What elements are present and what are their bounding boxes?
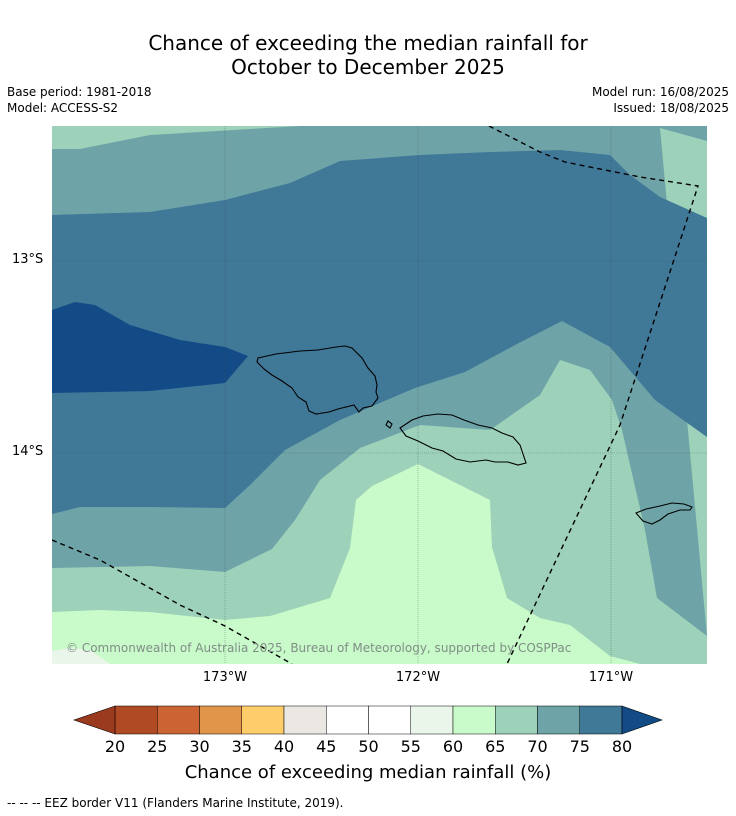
colorbar-tick-label: 60	[442, 737, 464, 756]
savaii-island	[256, 345, 379, 415]
upolu-island	[399, 413, 527, 466]
band-80-plus	[52, 302, 248, 393]
tutuila-island	[635, 502, 693, 525]
model-text: Model: ACCESS-S2	[7, 101, 119, 115]
colorbar-tick-label: 40	[273, 737, 295, 756]
issued-text: Issued: 18/08/2025	[613, 101, 729, 115]
colorbar-tick-label: 30	[189, 737, 210, 756]
colorbar-segment	[579, 705, 623, 735]
colorbar-segment	[114, 705, 158, 735]
base-period-text: Base period: 1981-2018	[7, 85, 152, 99]
colorbar-tick-label: 20	[104, 737, 126, 756]
copyright-notice: © Commonwealth of Australia 2025, Bureau…	[66, 641, 572, 655]
eez-footnote: -- -- -- EEZ border V11 (Flanders Marine…	[7, 796, 344, 810]
colorbar-under-arrow	[73, 705, 116, 735]
meta-left: Base period: 1981-2018 Model: ACCESS-S2	[7, 84, 152, 116]
islands	[256, 345, 693, 525]
band-55-60	[52, 648, 110, 664]
title-line-2: October to December 2025	[231, 55, 505, 79]
colorbar-segment	[368, 705, 411, 735]
lat-label-14s: 14°S	[12, 444, 44, 459]
colorbar-tick-label: 70	[527, 737, 548, 756]
map-title: Chance of exceeding the median rainfall …	[0, 31, 736, 79]
colorbar-tick-label: 80	[611, 737, 633, 756]
colorbar-tick-label: 65	[485, 737, 506, 756]
colorbar-segment	[537, 705, 580, 735]
colorbar-segment	[241, 705, 285, 735]
colorbar-segment	[157, 705, 200, 735]
lon-label-172w: 172°W	[395, 670, 441, 685]
colorbar-segment	[452, 705, 496, 735]
colorbar-segment	[283, 705, 327, 735]
colorbar-tick-label: 50	[358, 737, 379, 756]
colorbar-tick-label: 25	[147, 737, 168, 756]
manono-islet	[385, 420, 393, 429]
band-60-65	[52, 464, 640, 664]
colorbar-segment	[410, 705, 454, 735]
colorbar-tick-label: 35	[231, 737, 252, 756]
colorbar-tick-label: 75	[569, 737, 590, 756]
colorbar-segment	[326, 705, 369, 735]
colorbar-over-arrow	[621, 705, 663, 735]
meta-right: Model run: 16/08/2025 Issued: 18/08/2025	[592, 84, 729, 116]
colorbar-tick-label: 45	[316, 737, 337, 756]
lat-label-13s: 13°S	[12, 252, 44, 267]
graticule	[52, 126, 707, 664]
model-run-text: Model run: 16/08/2025	[591, 85, 729, 99]
lon-label-173w: 173°W	[202, 670, 248, 685]
title-line-1: Chance of exceeding the median rainfall …	[148, 31, 588, 55]
lon-label-171w: 171°W	[588, 670, 634, 685]
colorbar-segment	[199, 705, 242, 735]
colorbar-label: Chance of exceeding median rainfall (%)	[184, 762, 552, 783]
colorbar-tick-label: 55	[400, 737, 421, 756]
colorbar-segment	[495, 705, 538, 735]
eez-border	[52, 126, 699, 664]
band-75-80	[52, 150, 707, 514]
colorbar	[73, 705, 663, 735]
